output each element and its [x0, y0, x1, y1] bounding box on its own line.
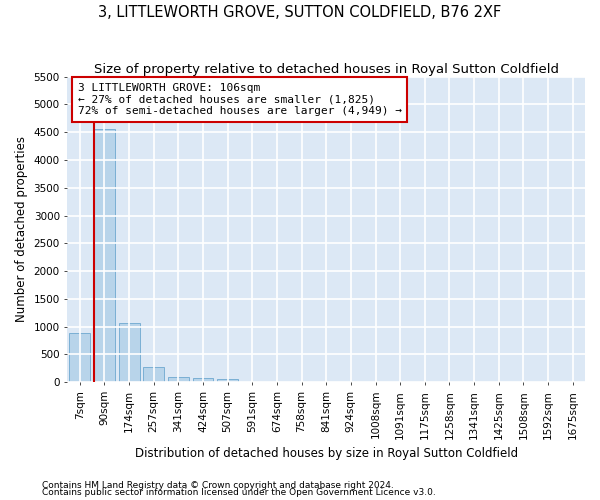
Bar [94, 129, 115, 382]
Bar [193, 378, 214, 382]
Text: 3, LITTLEWORTH GROVE, SUTTON COLDFIELD, B76 2XF: 3, LITTLEWORTH GROVE, SUTTON COLDFIELD, … [98, 5, 502, 20]
Text: 3 LITTLEWORTH GROVE: 106sqm
← 27% of detached houses are smaller (1,825)
72% of : 3 LITTLEWORTH GROVE: 106sqm ← 27% of det… [78, 83, 402, 116]
X-axis label: Distribution of detached houses by size in Royal Sutton Coldfield: Distribution of detached houses by size … [134, 447, 518, 460]
Text: Contains public sector information licensed under the Open Government Licence v3: Contains public sector information licen… [42, 488, 436, 497]
Text: Contains HM Land Registry data © Crown copyright and database right 2024.: Contains HM Land Registry data © Crown c… [42, 480, 394, 490]
Y-axis label: Number of detached properties: Number of detached properties [15, 136, 28, 322]
Bar [217, 379, 238, 382]
Bar [143, 366, 164, 382]
Bar [119, 324, 140, 382]
Bar [168, 378, 189, 382]
Title: Size of property relative to detached houses in Royal Sutton Coldfield: Size of property relative to detached ho… [94, 62, 559, 76]
Bar [69, 334, 90, 382]
